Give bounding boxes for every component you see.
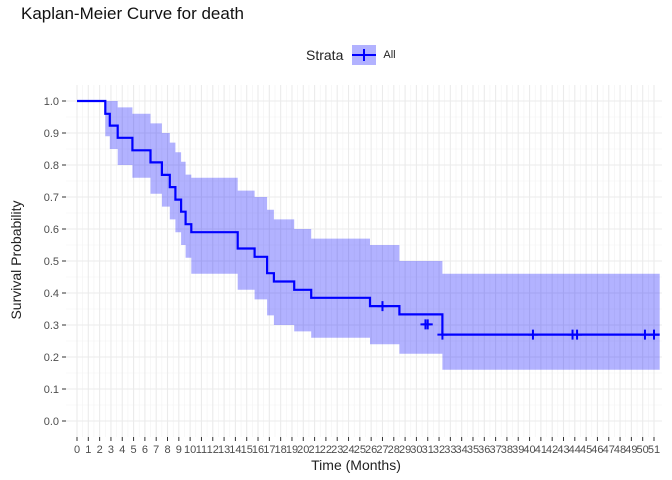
x-tick-label: 46 [591,444,603,456]
x-tick-label: 21 [308,444,320,456]
x-axis-label: Time (Months) [311,457,401,473]
y-axis: 0.0 0.1 0.2 0.3 0.4 0.5 0.6 0.7 0.8 0.9 1.0 [44,96,66,428]
x-tick-label: 34 [456,444,468,456]
x-tick-label: 39 [512,444,524,456]
x-tick-label: 47 [603,444,615,456]
y-tick-label: 0.5 [44,256,59,268]
x-tick-label: 9 [176,444,182,456]
censor-mark [377,301,388,312]
x-tick-label: 28 [388,444,400,456]
x-axis: 0 1 2 3 4 5 6 7 8 9 10 11 12 13 14 15 16 17 18 19 20 21 22 23 24… [74,437,660,456]
censor-mark [639,329,650,340]
y-tick-label: 0.1 [44,384,59,396]
x-tick-label: 32 [433,444,445,456]
y-tick-label: 0.3 [44,320,59,332]
x-tick-label: 49 [625,444,637,456]
x-tick-label: 7 [153,444,159,456]
y-tick-label: 1.0 [44,96,59,108]
legend-entry-all: All [383,49,396,61]
x-tick-label: 33 [444,444,456,456]
x-tick-label: 13 [218,444,230,456]
x-tick-label: 24 [342,444,354,456]
x-tick-label: 20 [297,444,309,456]
x-tick-label: 41 [535,444,547,456]
x-tick-label: 35 [467,444,479,456]
x-tick-label: 27 [376,444,388,456]
censor-mark [527,329,538,340]
censor-mark [572,329,583,340]
y-tick-label: 0.4 [44,288,59,300]
x-tick-label: 45 [580,444,592,456]
y-tick-label: 0.8 [44,160,59,172]
survival-curve [77,99,660,336]
x-tick-label: 43 [557,444,569,456]
censor-mark [437,329,448,340]
censor-mark [649,329,659,340]
y-axis-label: Survival Probability [8,200,24,319]
censor-marks [377,301,659,340]
x-tick-label: 3 [108,444,114,456]
x-tick-label: 50 [637,444,649,456]
y-tick-label: 0.7 [44,192,59,204]
x-tick-label: 44 [569,444,581,456]
grid [66,85,662,437]
x-tick-label: 5 [131,444,137,456]
x-tick-label: 31 [422,444,434,456]
x-tick-label: 51 [648,444,660,456]
x-tick-label: 14 [229,444,241,456]
x-tick-label: 12 [207,444,219,456]
x-tick-label: 30 [410,444,422,456]
x-tick-label: 0 [74,444,80,456]
x-tick-label: 6 [142,444,148,456]
censor-mark [422,319,433,330]
x-tick-label: 36 [478,444,490,456]
x-tick-label: 48 [614,444,626,456]
y-tick-label: 0.9 [44,128,59,140]
y-tick-label: 0.2 [44,352,59,364]
x-tick-label: 16 [252,444,264,456]
x-tick-label: 1 [85,444,91,456]
x-tick-label: 37 [489,444,501,456]
y-tick-label: 0.6 [44,224,59,236]
confidence-band [77,101,660,370]
x-tick-label: 18 [275,444,287,456]
x-tick-label: 29 [399,444,411,456]
confidence-band-area [77,101,660,370]
x-tick-label: 42 [546,444,558,456]
x-tick-label: 17 [263,444,275,456]
legend-key [352,45,377,65]
x-tick-label: 8 [164,444,170,456]
x-tick-label: 2 [97,444,103,456]
chart-title: Kaplan-Meier Curve for death [21,4,245,23]
x-tick-label: 22 [320,444,332,456]
x-tick-label: 40 [523,444,535,456]
legend-title: Strata [306,47,344,63]
x-tick-label: 25 [354,444,366,456]
x-tick-label: 15 [241,444,253,456]
x-tick-label: 38 [501,444,513,456]
x-tick-label: 4 [119,444,125,456]
legend: Strata All [306,42,396,68]
x-tick-label: 19 [286,444,298,456]
x-tick-label: 23 [331,444,343,456]
y-tick-label: 0.0 [44,416,59,428]
x-tick-label: 11 [196,444,207,456]
survival-line-all [77,99,660,336]
x-tick-label: 26 [365,444,377,456]
x-tick-label: 10 [184,444,196,456]
